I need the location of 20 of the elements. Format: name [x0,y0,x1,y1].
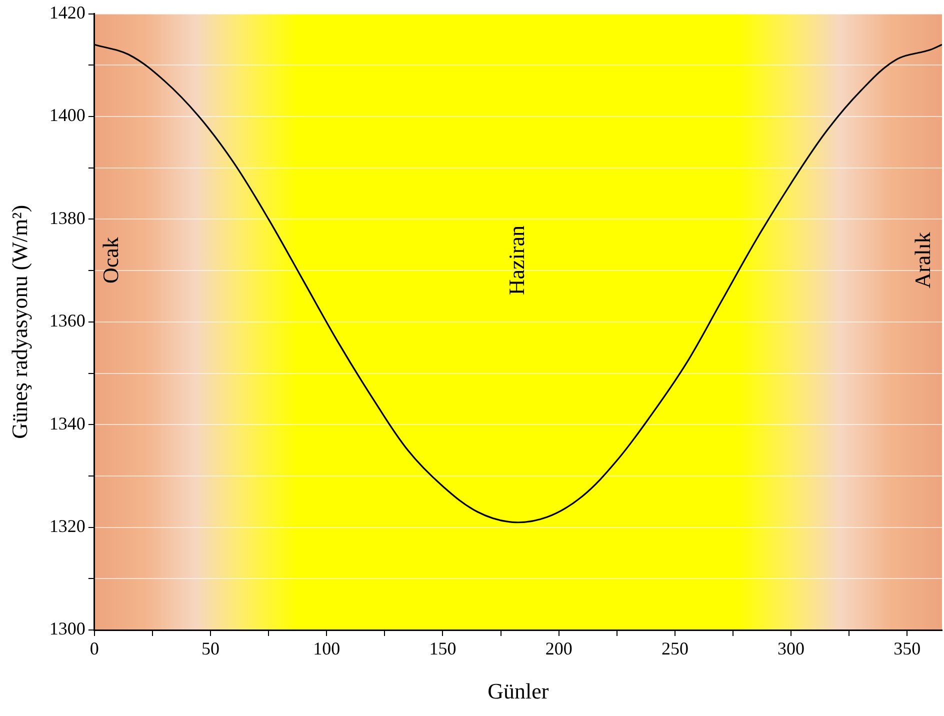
y-tick-label: 1380 [49,208,86,228]
y-tick-label: 1320 [49,516,86,536]
x-tick-label: 0 [90,638,99,659]
x-tick-label: 300 [778,638,805,659]
y-axis-title: Güneş radyasyonu (W/m²) [6,204,32,439]
x-tick-label: 200 [545,638,572,659]
x-tick-label: 350 [894,638,921,659]
x-tick-label: 100 [313,638,340,659]
y-tick-label: 1360 [49,310,86,331]
x-tick-label: 250 [661,638,688,659]
y-tick-label: 1340 [49,413,86,434]
annotation: Ocak [98,237,124,284]
y-tick-label: 1300 [49,618,86,639]
y-tick-label: 1400 [49,105,86,126]
x-axis-title: Günler [488,678,550,704]
annotation: Haziran [504,225,529,296]
x-tick-label: 150 [429,638,456,659]
annotation: Aralık [910,232,935,288]
x-tick-label: 50 [202,638,220,659]
y-tick-label: 1420 [49,2,86,23]
